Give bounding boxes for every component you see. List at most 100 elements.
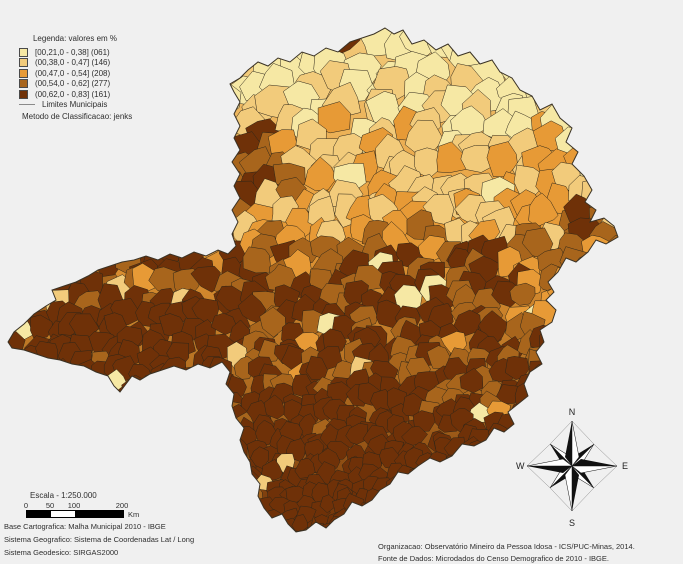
- municipality: [137, 166, 169, 201]
- municipality: [385, 511, 405, 530]
- municipality: [8, 424, 16, 449]
- municipality: [8, 211, 35, 246]
- compass-label-s: S: [569, 518, 575, 528]
- municipality: [365, 509, 386, 528]
- credits-source: Organizacao: Observatório Mineiro da Pes…: [378, 541, 635, 565]
- municipality: [203, 453, 225, 478]
- municipality: [204, 385, 231, 411]
- municipality: [47, 467, 71, 488]
- municipality: [312, 527, 332, 532]
- municipality: [295, 28, 339, 40]
- municipality: [222, 519, 240, 532]
- municipality: [8, 368, 19, 394]
- municipality: [36, 431, 62, 454]
- municipality: [368, 518, 390, 532]
- municipality: [406, 482, 425, 506]
- legend-entry: (00,38,0 - 0,47] (146): [8, 58, 158, 69]
- municipality: [147, 205, 178, 236]
- municipality: [39, 380, 67, 404]
- municipality: [200, 521, 220, 532]
- municipality: [233, 471, 256, 492]
- municipality: [162, 400, 185, 427]
- municipality: [176, 484, 194, 503]
- municipality: [539, 324, 566, 353]
- municipality: [243, 521, 262, 532]
- municipality: [451, 509, 472, 527]
- municipality: [266, 520, 286, 532]
- municipality: [377, 522, 394, 532]
- municipality: [566, 319, 597, 348]
- municipality: [513, 164, 545, 197]
- scale-tick: 0: [23, 501, 29, 510]
- municipality: [127, 464, 150, 484]
- municipality: [71, 209, 100, 239]
- municipality: [442, 28, 480, 49]
- municipality: [8, 180, 35, 216]
- municipality: [47, 427, 71, 453]
- municipality: [31, 28, 74, 34]
- municipality: [8, 218, 13, 247]
- municipality: [604, 300, 618, 325]
- municipality: [65, 445, 87, 467]
- municipality: [588, 314, 614, 340]
- municipality: [489, 474, 510, 493]
- municipality: [225, 531, 244, 532]
- municipality: [208, 496, 227, 516]
- municipality: [171, 444, 192, 464]
- municipality: [182, 109, 219, 140]
- municipality: [179, 417, 201, 437]
- municipality: [447, 459, 468, 479]
- municipality: [268, 533, 287, 554]
- municipality: [8, 202, 15, 232]
- municipality: [64, 378, 90, 403]
- municipality: [444, 470, 465, 490]
- municipality: [169, 197, 200, 224]
- municipality: [612, 313, 618, 344]
- municipality: [444, 457, 463, 482]
- municipality: [148, 168, 183, 200]
- municipality: [169, 44, 208, 85]
- legend-entry: (00,54,0 - 0,62] (277): [8, 79, 158, 90]
- municipality: [8, 257, 35, 285]
- legend-swatch-class4: [19, 79, 28, 89]
- municipality: [557, 336, 582, 361]
- municipality: [573, 92, 606, 130]
- municipality: [493, 34, 535, 71]
- municipality: [395, 494, 418, 514]
- municipality: [195, 436, 219, 460]
- municipality: [33, 202, 67, 234]
- municipality: [584, 253, 614, 278]
- municipality: [8, 330, 9, 360]
- municipality: [355, 527, 375, 532]
- municipality: [567, 346, 590, 370]
- municipality: [589, 28, 618, 61]
- municipality: [105, 204, 140, 239]
- legend-entry: [00,21,0 - 0,38] (061): [8, 47, 158, 58]
- municipality: [82, 410, 103, 434]
- municipality: [567, 306, 598, 329]
- municipality: [8, 439, 15, 465]
- municipality: [8, 295, 11, 324]
- compass-label-e: E: [622, 461, 628, 471]
- municipality: [8, 169, 36, 198]
- municipality: [602, 163, 618, 194]
- municipality: [237, 293, 267, 324]
- municipality: [246, 511, 267, 532]
- municipality: [8, 239, 13, 266]
- municipality: [348, 516, 371, 532]
- municipality: [8, 426, 24, 449]
- municipality: [65, 431, 92, 452]
- municipality: [215, 28, 255, 62]
- municipality: [190, 494, 211, 515]
- municipality: [551, 38, 594, 75]
- municipality: [198, 505, 220, 526]
- municipality: [603, 331, 618, 359]
- municipality: [364, 488, 385, 510]
- municipality: [175, 28, 212, 31]
- municipality: [263, 394, 286, 420]
- municipality: [407, 476, 426, 495]
- municipality: [183, 437, 205, 461]
- municipality: [538, 54, 576, 92]
- municipality: [51, 172, 84, 204]
